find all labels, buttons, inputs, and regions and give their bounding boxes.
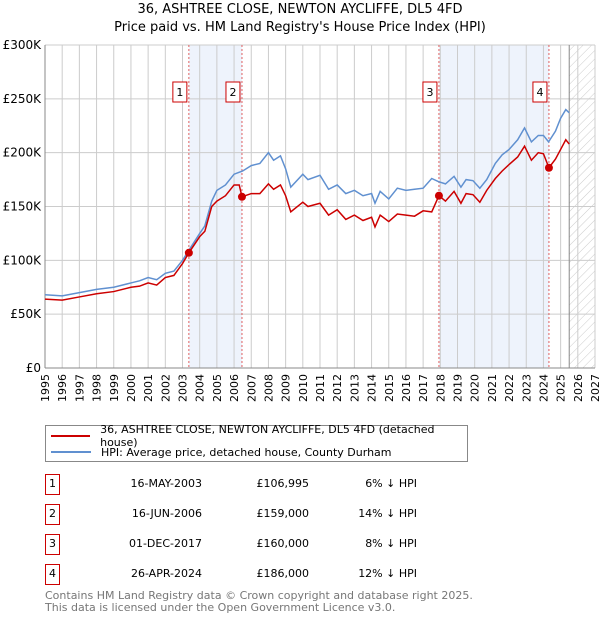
sale-row: 3 01-DEC-2017 £160,000 8% ↓ HPI [45, 534, 465, 555]
x-tick-label: 2010 [297, 374, 310, 402]
x-tick-label: 2011 [314, 374, 327, 402]
chart-subtitle: Price paid vs. HM Land Registry's House … [114, 20, 486, 35]
chart-title: 36, ASHTREE CLOSE, NEWTON AYCLIFFE, DL5 … [137, 2, 463, 17]
x-tick-label: 1998 [91, 374, 104, 402]
x-tick-label: 2016 [400, 374, 413, 402]
price-chart: 1995 1996 1997 1998 1999 2000 2001 2002 2003 2004… [3, 38, 600, 402]
legend-swatch [51, 435, 91, 437]
sale-label: 1 [176, 86, 183, 99]
legend: 36, ASHTREE CLOSE, NEWTON AYCLIFFE, DL5 … [45, 423, 468, 462]
x-tick-label: 2000 [125, 374, 138, 402]
sale-point [184, 248, 193, 257]
sale-hpi-diff: 12% ↓ HPI [358, 567, 417, 580]
sale-number: 1 [45, 474, 60, 495]
legend-label: HPI: Average price, detached house, Coun… [101, 445, 392, 459]
sale-point [237, 192, 246, 201]
x-tick-label: 1997 [73, 374, 86, 402]
sale-label-box [532, 81, 548, 103]
sale-price: £159,000 [256, 507, 310, 520]
sale-hpi-diff: 8% ↓ HPI [365, 537, 417, 550]
x-tick-label: 2026 [572, 374, 585, 402]
sale-price: £160,000 [256, 537, 310, 550]
property-line [44, 138, 570, 301]
x-tick-label: 2007 [245, 374, 258, 402]
sale-price: £186,000 [256, 567, 310, 580]
sale-number: 3 [45, 534, 60, 555]
hpi-line [44, 108, 570, 297]
x-tick-label: 2023 [520, 374, 533, 402]
sale-label-box [172, 81, 188, 103]
x-tick-label: 2017 [417, 374, 430, 402]
legend-label: 36, ASHTREE CLOSE, NEWTON AYCLIFFE, DL5 … [100, 423, 435, 449]
footer-copyright: Contains HM Land Registry data © Crown c… [45, 589, 473, 602]
sale-hpi-diff: 14% ↓ HPI [358, 507, 417, 520]
sale-date: 16-JUN-2006 [131, 507, 202, 520]
x-tick-label: 2021 [486, 374, 499, 402]
y-tick-label: £150K [3, 200, 43, 214]
sale-number: 2 [45, 504, 60, 525]
x-tick-label: 2001 [142, 374, 155, 402]
x-tick-label: 2020 [469, 374, 482, 402]
y-tick-label: £200K [3, 146, 43, 160]
sale-hpi-diff: 6% ↓ HPI [365, 477, 417, 490]
x-tick-label: 2002 [159, 374, 172, 402]
x-tick-label: 2006 [228, 374, 241, 402]
sale-row: 1 16-MAY-2003 £106,995 6% ↓ HPI [45, 474, 465, 495]
x-tick-label: 2008 [262, 374, 275, 402]
sale-point [544, 163, 553, 172]
legend-item-property: 36, ASHTREE CLOSE, NEWTON AYCLIFFE, DL5 … [51, 423, 467, 449]
x-tick-label: 1995 [39, 374, 52, 402]
x-tick-label: 2019 [452, 374, 465, 402]
y-tick-label: £250K [3, 92, 43, 106]
y-tick-label: £50K [10, 307, 42, 321]
x-tick-label: 1996 [56, 374, 69, 402]
x-tick-label: 2009 [280, 374, 293, 402]
y-tick-label: £0 [26, 361, 41, 375]
sale-point [434, 191, 443, 200]
legend-swatch [51, 451, 91, 453]
y-tick-label: £300K [3, 38, 43, 52]
legend-item-hpi: HPI: Average price, detached house, Coun… [51, 445, 392, 459]
x-tick-label: 2018 [434, 374, 447, 402]
x-tick-label: 2004 [194, 374, 207, 402]
sale-label: 3 [426, 86, 433, 99]
sale-date: 26-APR-2024 [130, 567, 202, 580]
x-tick-label: 2025 [555, 374, 568, 402]
sale-label: 2 [229, 86, 236, 99]
x-tick-label: 2024 [537, 374, 550, 402]
sale-date: 16-MAY-2003 [130, 477, 202, 490]
sale-label: 4 [536, 86, 543, 99]
y-tick-label: £100K [3, 253, 43, 267]
sale-row: 4 26-APR-2024 £186,000 12% ↓ HPI [45, 564, 465, 585]
x-tick-label: 2022 [503, 374, 516, 402]
sale-price: £106,995 [256, 477, 310, 490]
sale-number: 4 [45, 564, 60, 585]
x-tick-label: 2027 [589, 374, 600, 402]
x-tick-label: 1999 [108, 374, 121, 402]
sale-date: 01-DEC-2017 [128, 537, 202, 550]
sale-row: 2 16-JUN-2006 £159,000 14% ↓ HPI [45, 504, 465, 525]
sale-label-box [422, 81, 438, 103]
x-tick-label: 2013 [348, 374, 361, 402]
x-tick-label: 2005 [211, 374, 224, 402]
footer-licence: This data is licensed under the Open Gov… [45, 601, 396, 614]
sale-label-box [225, 81, 241, 103]
x-tick-label: 2012 [331, 374, 344, 402]
x-tick-label: 2014 [366, 374, 379, 402]
x-tick-label: 2003 [177, 374, 190, 402]
x-tick-label: 2015 [383, 374, 396, 402]
